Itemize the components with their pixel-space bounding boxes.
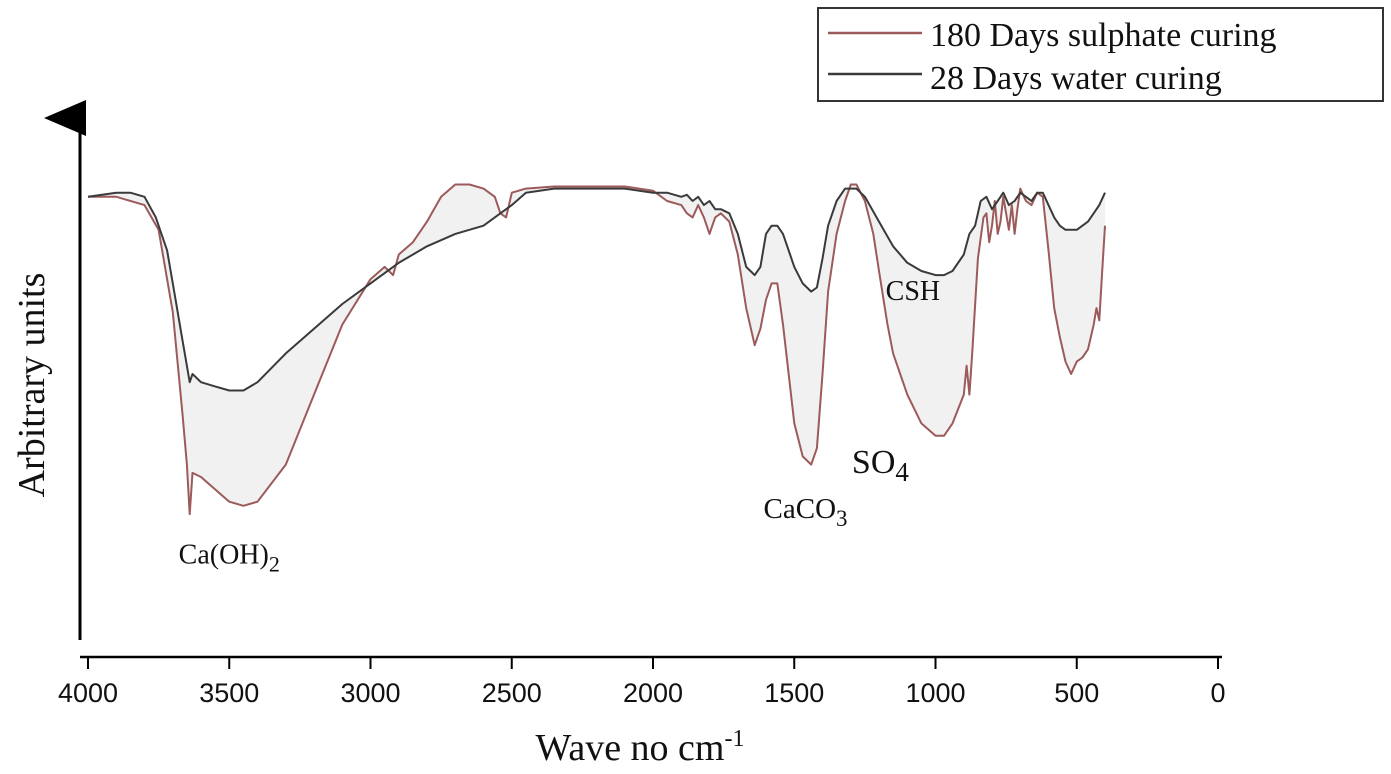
x-tick-label: 4000 <box>58 678 118 708</box>
x-tick-label: 2500 <box>482 678 542 708</box>
legend-label-water: 28 Days water curing <box>930 60 1222 97</box>
annotation-label: CSH <box>886 276 940 307</box>
series-line-sulphate <box>88 183 1106 516</box>
y-axis-title: Arbitrary units <box>11 273 53 498</box>
annotation-label: Ca(OH)2 <box>179 540 280 577</box>
x-tick-label: 0 <box>1210 678 1225 708</box>
series-line-water <box>87 187 1106 392</box>
x-tick-label: 2000 <box>623 678 683 708</box>
x-tick-label: 3000 <box>340 678 400 708</box>
series-layer <box>87 183 1106 516</box>
x-axis-title: Wave no cm-1 <box>536 726 745 769</box>
x-ticks: 4000 3500 3000 2500 2000 1500 1000 500 0 <box>58 657 1226 708</box>
between-series-fill <box>88 184 1105 515</box>
x-tick-label: 500 <box>1054 678 1099 708</box>
x-tick-label: 3500 <box>199 678 259 708</box>
x-tick-label: 1000 <box>905 678 965 708</box>
legend-label-sulphate: 180 Days sulphate curing <box>930 17 1277 54</box>
annotation-label: SO4 <box>852 444 909 487</box>
x-tick-label: 1500 <box>764 678 824 708</box>
difference-fill <box>88 184 1105 515</box>
legend-box <box>817 7 1384 102</box>
annotation-label: CaCO3 <box>764 493 848 531</box>
legend: 180 Days sulphate curing 28 Days water c… <box>817 7 1384 102</box>
